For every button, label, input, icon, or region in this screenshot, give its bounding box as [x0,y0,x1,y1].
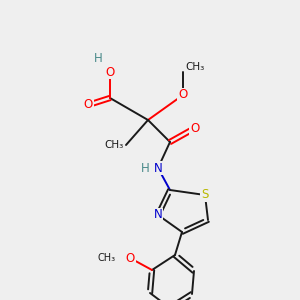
Text: CH₃: CH₃ [185,62,204,72]
Text: O: O [125,251,135,265]
Text: CH₃: CH₃ [105,140,124,150]
Text: N: N [154,161,162,175]
Text: CH₃: CH₃ [98,253,116,263]
Text: H: H [94,52,102,64]
Text: S: S [201,188,209,202]
Text: O: O [190,122,200,134]
Text: N: N [154,208,162,221]
Text: O: O [83,98,93,112]
Text: H: H [141,161,149,175]
Text: O: O [178,88,188,101]
Text: O: O [105,65,115,79]
